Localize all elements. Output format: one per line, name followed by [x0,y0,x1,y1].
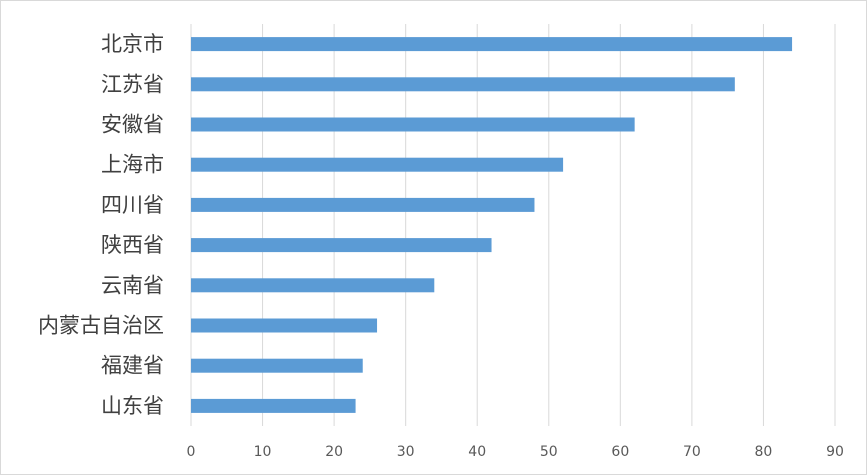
category-label: 上海市 [101,153,164,177]
category-label: 山东省 [101,394,164,418]
x-tick-label: 80 [755,444,773,460]
bar [191,278,435,293]
x-tick-label: 10 [254,444,272,460]
category-label: 北京市 [101,32,164,56]
x-tick-label: 60 [611,444,629,460]
x-tick-label: 0 [187,444,196,460]
x-tick-label: 30 [397,444,415,460]
bar [191,157,564,172]
x-tick-label: 70 [683,444,701,460]
category-label: 安徽省 [101,113,164,137]
bar [191,318,378,333]
x-axis-tick-labels: 0 10 20 30 40 50 60 70 80 90 [187,444,844,460]
bar [191,77,735,92]
category-label: 陕西省 [101,233,164,257]
bar [191,238,492,253]
bar [191,117,635,132]
x-tick-label: 20 [325,444,343,460]
bar [191,197,535,212]
x-tick-label: 90 [826,444,844,460]
bar [191,398,356,413]
category-label: 四川省 [101,193,164,217]
x-tick-label: 50 [540,444,558,460]
category-label: 江苏省 [101,72,164,96]
category-label: 内蒙古自治区 [38,314,164,338]
category-label: 云南省 [101,273,164,297]
x-tick-label: 40 [468,444,486,460]
category-label: 福建省 [101,354,164,378]
bar [191,37,793,52]
bars [191,37,793,413]
bar [191,358,363,373]
